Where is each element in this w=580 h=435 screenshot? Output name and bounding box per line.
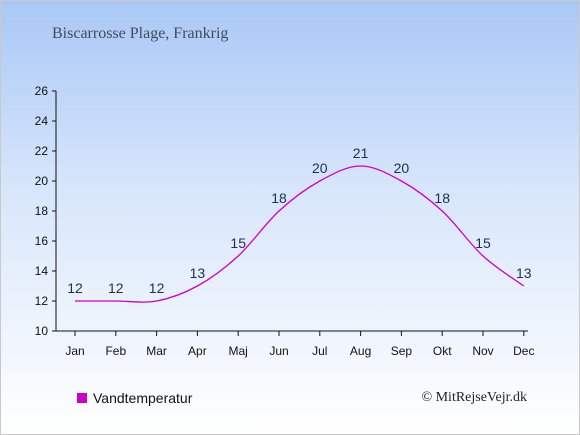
data-label: 20 [394,160,410,176]
copyright-text: © MitRejseVejr.dk [421,390,527,405]
legend-swatch [77,393,87,403]
y-tick-label: 18 [35,204,49,218]
x-tick-label: Jul [312,344,327,358]
x-tick-label: Nov [472,344,493,358]
x-tick-label: Aug [350,344,371,358]
data-label: 20 [312,160,328,176]
y-tick-label: 16 [35,234,49,248]
series-line [74,165,525,303]
data-label: 15 [475,235,491,251]
y-tick-label: 24 [35,114,49,128]
x-tick-label: Maj [229,344,248,358]
x-axis: Jan Feb Mar Apr Maj Jun Jul Aug Sep Okt Nov Dec [56,330,534,358]
data-label: 15 [230,235,246,251]
data-label: 12 [149,280,165,296]
data-label: 18 [434,190,450,206]
x-tick-label: Okt [433,344,452,358]
legend: Vandtemperatur [77,390,192,406]
y-tick-label: 14 [35,264,49,278]
x-tick-label: Jun [269,344,288,358]
data-label: 21 [353,145,369,161]
data-label: 12 [67,280,83,296]
x-tick-label: Feb [105,344,126,358]
x-tick-label: Jan [65,344,84,358]
x-tick-label: Dec [513,344,534,358]
y-tick-label: 10 [35,324,49,338]
x-tick-label: Mar [146,344,167,358]
legend-label: Vandtemperatur [93,390,193,406]
x-tick-label: Apr [188,344,207,358]
y-tick-label: 12 [35,294,49,308]
y-tick-label: 22 [35,144,49,158]
y-tick-label: 26 [35,84,49,98]
data-label: 18 [271,190,287,206]
data-labels: 12 12 12 13 15 18 20 21 20 18 15 13 [67,145,532,296]
x-tick-label: Sep [391,344,413,358]
chart-title: Biscarrosse Plage, Frankrig [52,25,229,42]
data-label: 13 [190,265,206,281]
series-group [74,165,525,303]
y-axis: 10 12 14 16 18 20 22 24 26 [35,84,57,338]
data-label: 13 [516,265,532,281]
y-tick-label: 20 [35,174,49,188]
data-label: 12 [108,280,124,296]
